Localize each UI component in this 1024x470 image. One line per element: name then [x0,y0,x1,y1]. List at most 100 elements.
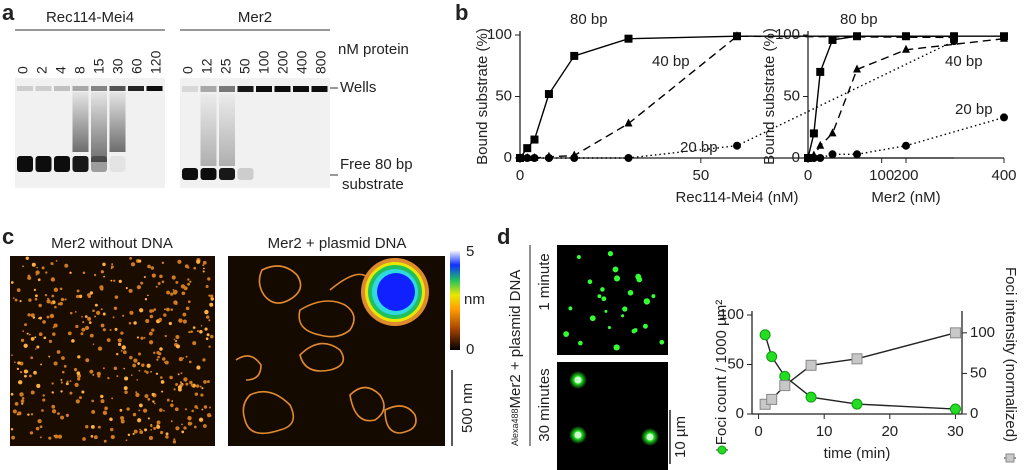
marker [828,128,837,137]
particle [127,433,131,437]
particle [139,430,144,434]
particle [138,403,143,408]
marker [828,150,837,159]
particle [190,330,193,333]
particle [173,438,176,441]
particle [203,405,208,409]
x-tick-label: 0 [804,167,812,184]
marker [523,154,532,162]
particle [114,327,118,331]
particle [161,280,165,284]
gel-band [200,86,217,92]
particle [28,298,32,302]
focus [636,276,643,283]
particle [172,290,178,295]
particle [148,435,154,441]
series-line [764,332,956,405]
particle [203,424,207,428]
marker [1000,33,1008,42]
particle [92,309,95,313]
particle [171,400,174,402]
particle [96,371,101,376]
particle [51,294,55,298]
particle [110,435,115,440]
particle [136,336,139,339]
particle [36,383,41,388]
gel-smear [200,94,217,166]
particle [102,410,108,416]
particle [55,260,58,262]
particle [38,303,42,308]
particle [207,277,211,281]
lane-label: 800 [313,50,329,74]
condition-label: Alexa488Mer2 + plasmid DNA [507,270,524,446]
focus [633,328,638,333]
gel-band [72,156,89,172]
particle [138,409,141,412]
particle [110,267,113,270]
particle [57,302,61,306]
particle [60,297,65,302]
marker [570,154,579,162]
particle [150,424,153,428]
focus [589,315,596,322]
particle [173,300,177,305]
particle [71,339,75,343]
particle [181,430,185,434]
particle [78,396,82,400]
particle [38,332,43,337]
particle [148,331,153,336]
particle [33,370,37,375]
particle [189,360,192,364]
particle [24,374,27,378]
particle [91,410,96,414]
y-tick-label: 0 [504,149,512,166]
particle [194,405,198,409]
particle [150,371,152,373]
row-label: 30 minutes [536,368,553,441]
marker [805,359,817,371]
gel-smear [109,92,126,152]
particle [10,428,14,431]
particle [137,362,141,365]
particle [51,382,54,385]
particle [42,320,46,324]
particle [16,288,21,292]
particle [208,319,211,322]
particle [153,402,156,405]
marker [949,403,961,415]
condition: Mer2 + plasmid DNA [507,270,524,409]
marker [828,35,837,44]
particle [132,412,137,417]
focus [627,289,634,296]
afm-image [10,256,215,446]
particle [128,321,132,325]
particle [192,326,196,329]
particle [120,415,125,421]
marker [853,64,861,73]
focus [604,309,608,313]
particle [151,392,155,397]
particle [109,328,112,332]
particle [187,266,190,269]
particle [65,382,69,386]
gel-band [274,86,291,92]
gel-band [182,168,198,180]
particle [30,337,35,341]
particle [109,417,113,422]
x-tick-label: 10 [816,423,833,440]
y2-tick-label: 50 [970,364,987,381]
chart: 0 50 100 0 200 400 Mer2 (nM) Bound substrate (%… [761,11,1017,206]
particle [30,313,35,318]
chart: 0 50 100 0 10 20 30 time (min) Foci count / 1000… [713,267,1019,463]
marker [624,154,633,162]
particle [177,373,180,376]
particle [153,308,157,311]
particle [100,394,104,399]
x-axis-label: time (min) [824,445,891,462]
particle [144,394,149,399]
particle [164,360,169,365]
dna-loop [299,342,345,372]
particle [202,260,207,265]
particle [138,259,142,263]
